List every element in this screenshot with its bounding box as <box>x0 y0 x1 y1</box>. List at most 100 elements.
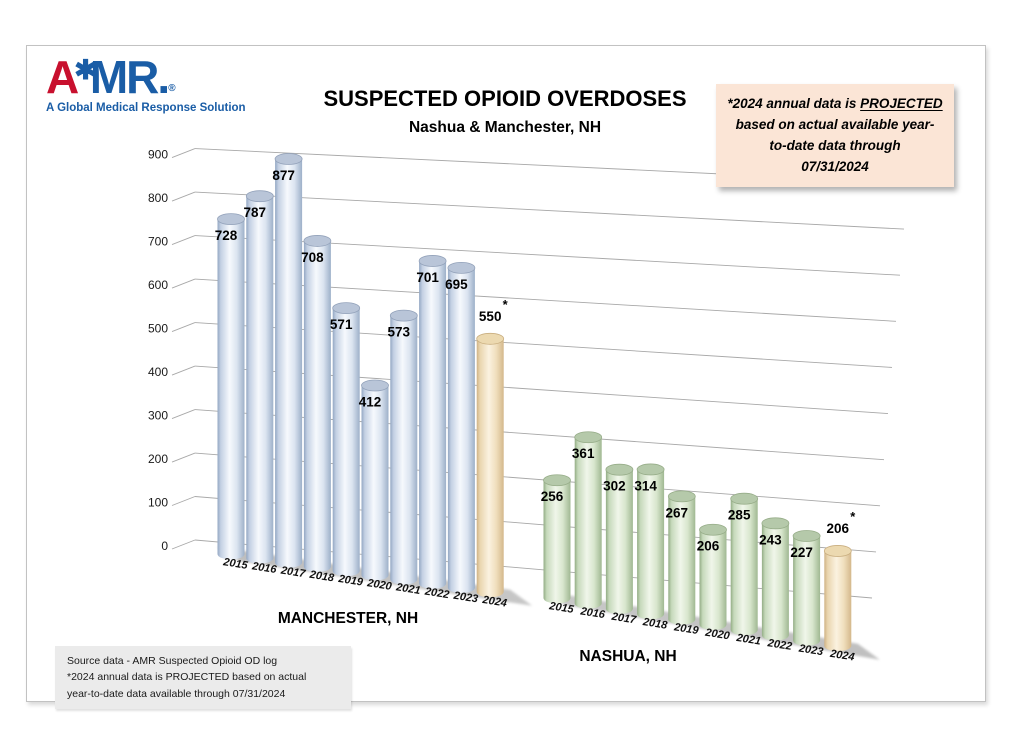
bar-nashua-2015 <box>543 480 571 604</box>
cylinder-cap <box>667 490 696 503</box>
y-axis-tick-label: 100 <box>148 496 168 510</box>
x-axis-year-label: 2018 <box>641 616 669 632</box>
x-axis-year-label: 2019 <box>337 573 365 589</box>
note-line3: to-date data through <box>769 137 901 153</box>
bar-manchester-2021 <box>390 315 418 585</box>
y-axis-tick-label: 700 <box>148 235 168 249</box>
source-line3: year-to-date data available through 07/3… <box>67 687 286 700</box>
value-label: 314 <box>634 478 657 493</box>
gridline <box>194 191 905 230</box>
chart-title: SUSPECTED OPIOID OVERDOSES <box>323 86 687 111</box>
value-label: 361 <box>572 446 595 461</box>
projected-asterisk: * <box>850 509 856 524</box>
value-label-projected: 550 <box>479 309 502 324</box>
x-axis-year-label: 2016 <box>250 560 278 576</box>
bar-nashua-2021 <box>730 498 758 636</box>
cylinder-cap <box>447 261 476 274</box>
y-axis-tick-label: 0 <box>161 539 168 553</box>
x-axis-year-label: 2022 <box>423 585 450 601</box>
x-axis-year-label: 2022 <box>766 637 793 653</box>
value-label: 708 <box>301 250 324 265</box>
value-label: 267 <box>666 505 689 520</box>
cylinder-cap <box>389 309 418 322</box>
value-label: 302 <box>603 479 626 494</box>
value-label: 243 <box>759 532 782 547</box>
cylinder-cap <box>543 474 571 487</box>
value-label: 256 <box>541 489 564 504</box>
x-axis-year-label: 2023 <box>452 590 479 606</box>
bar-manchester-2018 <box>303 240 331 573</box>
projected-data-note: *2024 annual data is PROJECTED based on … <box>716 84 954 187</box>
note-line4: 07/31/2024 <box>801 158 869 174</box>
gridline-lead <box>171 191 196 202</box>
value-label: 701 <box>416 270 439 285</box>
gridline-lead <box>171 235 196 245</box>
x-axis-year-label: 2020 <box>703 627 731 643</box>
value-label: 573 <box>388 325 411 340</box>
x-axis-year-label: 2015 <box>547 600 575 616</box>
series-label-nashua: NASHUA, NH <box>579 648 676 665</box>
y-axis-tick-label: 200 <box>148 452 168 466</box>
cylinder-cap <box>274 153 303 165</box>
bar-manchester-2015 <box>217 219 245 560</box>
bar-nashua-2024 <box>824 550 852 652</box>
y-axis-tick-label: 900 <box>148 148 168 162</box>
series-label-manchester: MANCHESTER, NH <box>278 610 418 627</box>
bar-manchester-2024 <box>476 338 504 598</box>
bar-manchester-2020 <box>361 385 389 581</box>
title-block: SUSPECTED OPIOID OVERDOSES Nashua & Manc… <box>160 86 850 137</box>
logo-letters-mr: MR <box>89 51 160 103</box>
projected-asterisk: * <box>503 297 509 312</box>
x-axis-year-label: 2019 <box>672 621 700 637</box>
x-axis-year-label: 2024 <box>828 648 855 664</box>
source-line1: Source data - AMR Suspected Opioid OD lo… <box>67 655 278 667</box>
gridline-lead <box>171 496 196 506</box>
cylinder-cap <box>605 463 634 476</box>
bar-nashua-2022 <box>761 523 789 641</box>
bar-manchester-2016 <box>246 196 274 564</box>
x-axis-year-label: 2021 <box>394 581 421 597</box>
logo-period: . <box>157 51 170 103</box>
cylinder-cap <box>217 213 245 226</box>
cylinder-cap <box>303 235 332 247</box>
source-line2: *2024 annual data is PROJECTED based on … <box>67 671 307 684</box>
chart-subtitle: Nashua & Manchester, NH <box>408 119 602 136</box>
cylinder-cap <box>730 492 759 505</box>
logo-tagline: A Global Medical Response Solution <box>46 102 246 114</box>
value-label: 227 <box>790 545 813 560</box>
cylinder-cap <box>574 431 603 444</box>
cylinder-cap <box>823 545 852 557</box>
value-label: 695 <box>445 277 468 292</box>
cylinder-cap <box>699 523 727 536</box>
x-axis-year-label: 2016 <box>579 605 607 621</box>
y-axis-tick-label: 300 <box>148 409 168 423</box>
x-axis-year-label: 2017 <box>279 564 307 580</box>
registered-trademark-icon: ® <box>168 83 176 94</box>
bar-manchester-2022 <box>419 260 447 589</box>
y-axis-tick-label: 800 <box>148 191 168 205</box>
cylinder-cap <box>636 463 665 476</box>
y-axis-tick-label: 400 <box>148 365 168 379</box>
note-line2: based on actual available year- <box>735 116 935 132</box>
source-note: Source data - AMR Suspected Opioid OD lo… <box>55 646 351 709</box>
gridline-lead <box>171 539 196 550</box>
gridline-lead <box>171 322 196 332</box>
cylinder-cap <box>361 379 389 392</box>
bar-nashua-2019 <box>668 496 696 625</box>
cylinder-cap <box>476 332 505 345</box>
bar-nashua-2017 <box>605 469 633 615</box>
cylinder-cap <box>332 302 361 315</box>
gridline-lead <box>171 148 196 159</box>
value-label: 787 <box>244 205 267 220</box>
value-label-projected: 206 <box>827 521 850 536</box>
bar-nashua-2023 <box>793 535 821 646</box>
amr-wordmark: A✱MR.® <box>46 54 246 100</box>
bar-nashua-2018 <box>637 469 665 620</box>
x-axis-year-label: 2021 <box>735 632 762 648</box>
cylinder-cap <box>245 190 274 203</box>
cylinder-cap <box>792 530 821 542</box>
value-label: 285 <box>728 508 751 523</box>
value-label: 728 <box>215 228 238 243</box>
